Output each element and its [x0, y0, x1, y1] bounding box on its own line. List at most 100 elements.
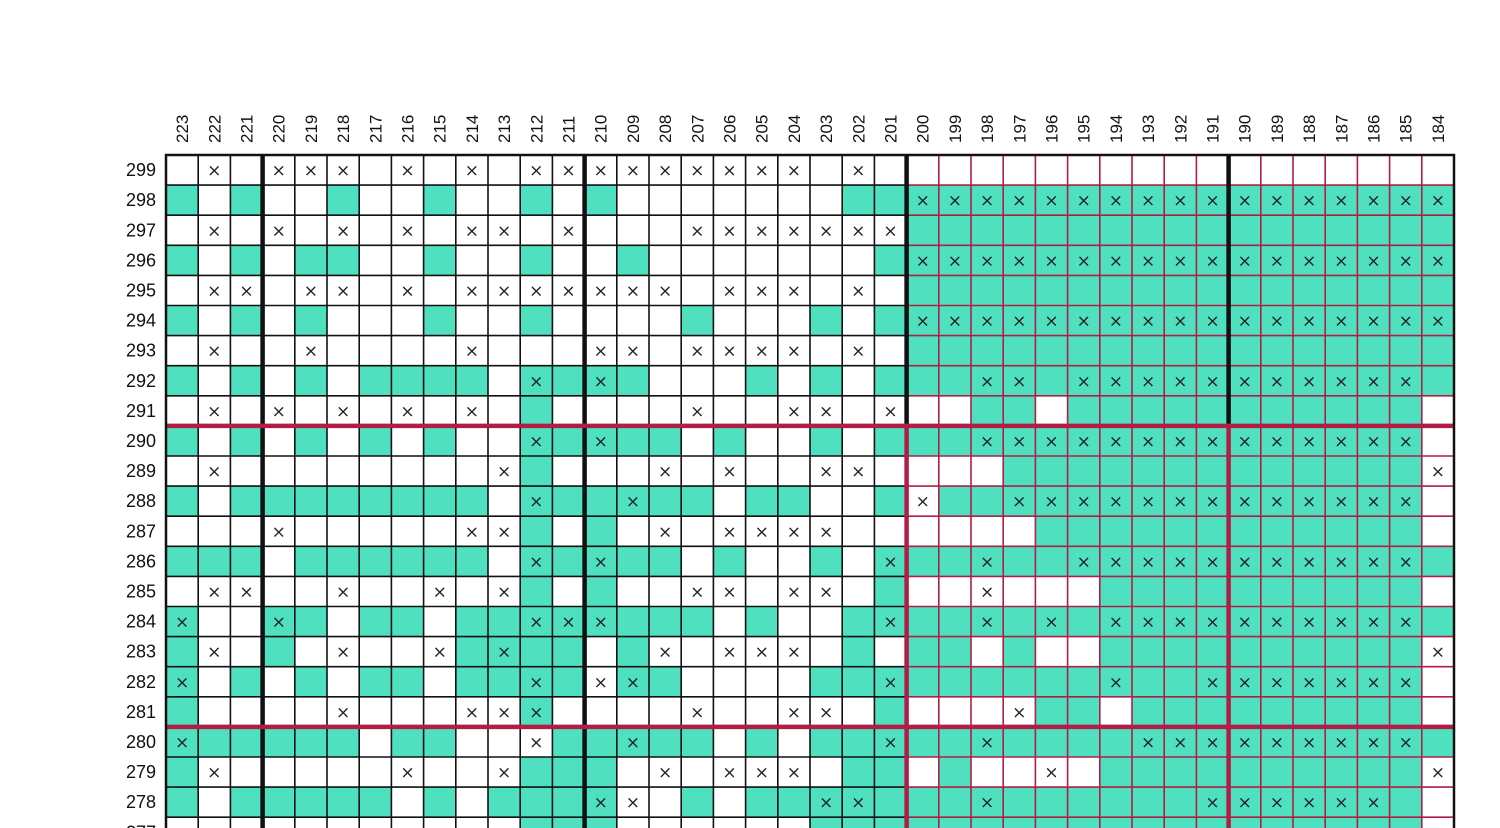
grid-cell — [584, 636, 617, 667]
grid-cell — [616, 696, 649, 727]
cell-x-mark: × — [1399, 432, 1413, 452]
grid-cell — [1067, 696, 1100, 727]
grid-cell — [1389, 817, 1422, 828]
grid-cell — [262, 425, 295, 456]
column-label: 199 — [946, 115, 965, 143]
grid-cell — [1196, 486, 1229, 517]
grid-cell — [552, 576, 585, 607]
grid-cell — [1357, 516, 1390, 547]
cell-x-mark: × — [497, 763, 511, 783]
cell-x-mark: × — [1302, 613, 1316, 633]
cell-x-mark: × — [1302, 251, 1316, 271]
grid-cell — [294, 395, 327, 426]
grid-cell — [1067, 606, 1100, 637]
grid-cell — [745, 817, 778, 828]
grid-cell — [1228, 335, 1261, 366]
cell-x-mark: × — [1109, 552, 1123, 572]
grid-cell — [745, 666, 778, 697]
grid-cell — [1228, 365, 1261, 396]
grid-cell — [842, 726, 875, 757]
grid-cell — [616, 486, 649, 517]
grid-cell — [552, 275, 585, 306]
grid-cell — [230, 425, 263, 456]
cell-x-mark: × — [207, 161, 221, 181]
grid-cell — [649, 365, 682, 396]
grid-cell — [1132, 305, 1165, 336]
grid-cell — [455, 275, 488, 306]
grid-cell — [423, 365, 456, 396]
grid-cell — [1228, 696, 1261, 727]
grid-cell — [166, 305, 199, 336]
grid-cell — [745, 606, 778, 637]
grid-cell — [971, 305, 1004, 336]
grid-cell — [584, 275, 617, 306]
grid-cell — [423, 456, 456, 487]
cell-x-mark: × — [690, 402, 704, 422]
grid-cell — [777, 516, 810, 547]
cell-x-mark: × — [1431, 191, 1445, 211]
grid-cell — [1389, 425, 1422, 456]
grid-cell — [198, 787, 231, 818]
grid-cell — [391, 606, 424, 637]
grid-cell — [1357, 185, 1390, 216]
grid-cell — [649, 576, 682, 607]
grid-cell — [262, 726, 295, 757]
grid-cell — [874, 817, 907, 828]
grid-cell — [1357, 666, 1390, 697]
grid-cell — [1035, 486, 1068, 517]
cell-x-mark: × — [561, 613, 575, 633]
grid-cell — [262, 516, 295, 547]
grid-cell — [1325, 365, 1358, 396]
grid-cell — [874, 456, 907, 487]
grid-cell — [455, 305, 488, 336]
cell-x-mark: × — [561, 221, 575, 241]
grid-cell — [1421, 365, 1454, 396]
grid-cell — [1293, 456, 1326, 487]
grid-cell — [1035, 666, 1068, 697]
grid-cell — [842, 365, 875, 396]
cell-x-mark: × — [1270, 432, 1284, 452]
cell-x-mark: × — [1012, 191, 1026, 211]
grid-cell — [1003, 395, 1036, 426]
grid-cell — [1260, 576, 1293, 607]
cell-x-mark: × — [851, 793, 865, 813]
grid-cell — [1293, 787, 1326, 818]
grid-cell — [1293, 215, 1326, 246]
cell-x-mark: × — [755, 763, 769, 783]
grid-cell — [230, 636, 263, 667]
grid-cell — [198, 155, 231, 186]
grid-cell — [1003, 516, 1036, 547]
grid-cell — [584, 576, 617, 607]
cell-x-mark: × — [948, 191, 962, 211]
grid-cell — [810, 245, 843, 276]
grid-cell — [1325, 787, 1358, 818]
row-label: 291 — [126, 401, 156, 421]
grid-cell — [1164, 425, 1197, 456]
grid-cell — [1035, 245, 1068, 276]
column-label: 206 — [721, 115, 740, 143]
grid-cell — [616, 576, 649, 607]
grid-cell — [745, 726, 778, 757]
grid-cell — [1325, 606, 1358, 637]
grid-cell — [1196, 636, 1229, 667]
grid-cell — [262, 456, 295, 487]
grid-border — [164, 153, 1456, 828]
grid-cell — [520, 365, 553, 396]
grid-cell — [681, 456, 714, 487]
grid-cell — [327, 757, 360, 788]
grid-cell — [810, 576, 843, 607]
cell-x-mark: × — [529, 552, 543, 572]
grid-cell — [359, 155, 392, 186]
cell-x-mark: × — [1141, 251, 1155, 271]
grid-cell — [616, 305, 649, 336]
cell-x-mark: × — [787, 703, 801, 723]
grid-cell — [327, 395, 360, 426]
grid-cell — [552, 365, 585, 396]
cell-x-mark: × — [1334, 492, 1348, 512]
grid-cell — [1164, 757, 1197, 788]
grid-cell — [584, 245, 617, 276]
grid-cell — [1067, 365, 1100, 396]
grid-cell — [1164, 245, 1197, 276]
grid-cell — [1293, 185, 1326, 216]
grid-cell — [166, 757, 199, 788]
